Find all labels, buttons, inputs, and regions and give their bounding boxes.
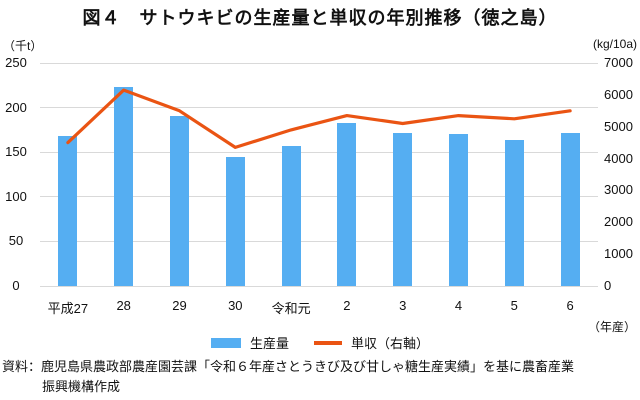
bar-4 xyxy=(449,134,468,286)
axis-tick-label: 0 xyxy=(12,278,20,293)
axis-tick-label: 2000 xyxy=(604,214,633,230)
bar-2 xyxy=(337,122,357,286)
legend: 生産量 単収（右軸） xyxy=(0,333,640,352)
plot-area xyxy=(40,62,598,287)
axis-tick-label: 0 xyxy=(604,278,612,293)
x-axis-label-28: 28 xyxy=(116,298,131,313)
axis-tick-label: 50 xyxy=(8,233,24,249)
x-axis-label-平成27: 平成27 xyxy=(47,301,89,316)
x-axis-label-30: 30 xyxy=(228,298,243,313)
legend-bar-swatch xyxy=(210,337,241,348)
x-axis-label-5: 5 xyxy=(510,298,518,313)
x-axis-label-令和元: 令和元 xyxy=(271,301,311,316)
axis-tick-label: 5000 xyxy=(604,118,633,134)
x-axis-unit-label: （年産） xyxy=(587,320,636,334)
bar-29 xyxy=(170,115,189,286)
gridline xyxy=(40,285,598,287)
bar-3 xyxy=(393,133,413,286)
legend-line-swatch xyxy=(314,340,342,345)
gridline xyxy=(40,196,598,198)
x-axis-labels: 平成27 28 29 30 令和元 2 3 4 5 6 xyxy=(40,298,598,316)
bar-28 xyxy=(114,87,134,286)
left-axis-ticks: 0 50 100 150 200 250 xyxy=(0,55,32,293)
x-axis-label-4: 4 xyxy=(454,298,463,313)
yield-line xyxy=(66,88,572,150)
gridline xyxy=(40,62,598,64)
source-note: 資料：鹿児島県農政部農産園芸課「令和６年産さとうきび及び甘しゃ糖生産実績」を基に… xyxy=(2,357,638,397)
x-axis-label-2: 2 xyxy=(343,298,351,313)
axis-tick-label: 4000 xyxy=(604,150,633,166)
source-line-1: 資料：鹿児島県農政部農産園芸課「令和６年産さとうきび及び甘しゃ糖生産実績」を基に… xyxy=(2,359,575,374)
axis-tick-label: 250 xyxy=(5,55,27,70)
axis-tick-label: 100 xyxy=(5,188,27,204)
bar-30 xyxy=(225,156,245,286)
chart-title: 図４ サトウキビの生産量と単収の年別推移（徳之島） xyxy=(82,8,558,28)
legend-bar-label: 生産量 xyxy=(249,336,289,351)
right-axis-ticks: 0 1000 2000 3000 4000 5000 6000 7000 xyxy=(604,55,640,293)
right-axis-unit-label: (kg/10a) xyxy=(592,37,637,51)
x-axis-label-29: 29 xyxy=(172,298,187,313)
bar-令和元 xyxy=(281,145,301,286)
x-axis-label-6: 6 xyxy=(566,298,574,313)
bar-6 xyxy=(560,132,580,286)
axis-tick-label: 200 xyxy=(5,99,27,115)
bar-平成27 xyxy=(58,136,78,286)
gridline xyxy=(40,107,598,109)
axis-tick-label: 7000 xyxy=(604,55,633,70)
legend-line-label: 単収（右軸） xyxy=(351,336,430,351)
axis-tick-label: 6000 xyxy=(604,86,633,102)
axis-tick-label: 3000 xyxy=(604,182,633,198)
left-axis-unit-label: （千t） xyxy=(3,39,43,53)
gridline xyxy=(40,240,598,242)
x-axis-label-3: 3 xyxy=(399,298,407,313)
axis-tick-label: 1000 xyxy=(604,246,633,262)
gridline xyxy=(40,151,598,153)
axis-tick-label: 150 xyxy=(5,144,27,160)
bar-5 xyxy=(504,139,524,286)
source-line-2: 振興機構作成 xyxy=(42,379,121,394)
